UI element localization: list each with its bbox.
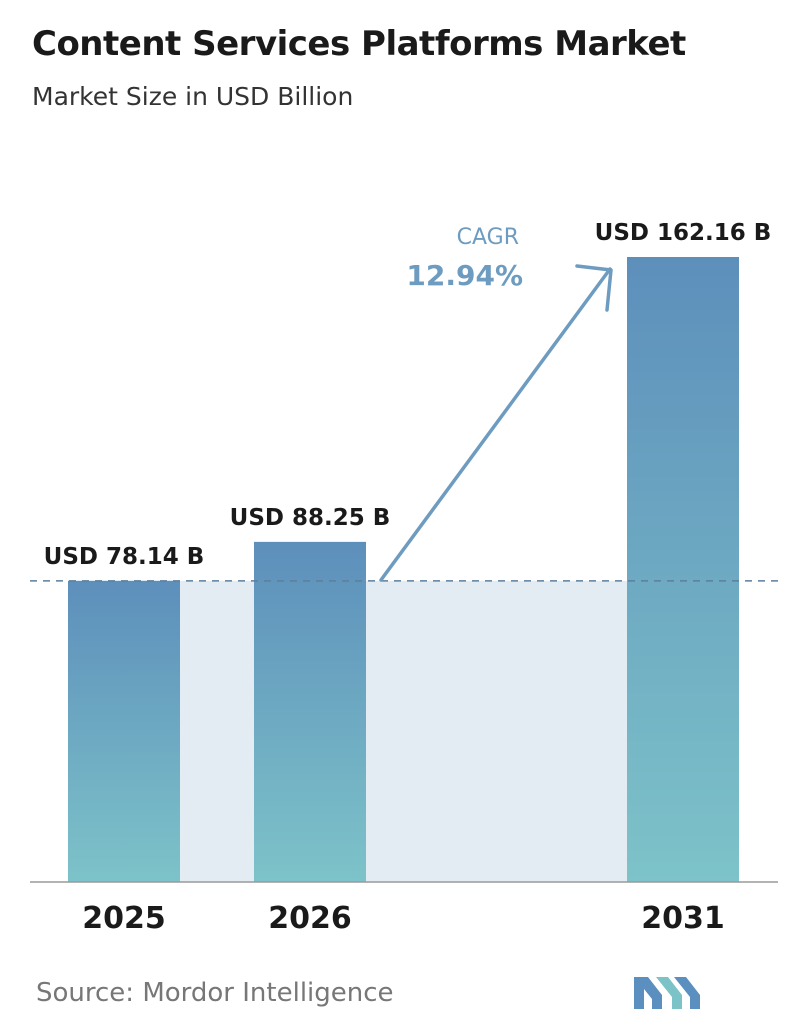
bar-2031 xyxy=(627,257,739,882)
value-label-2031: USD 162.16 B xyxy=(595,220,772,246)
bar-chart: USD 78.14 B 2025 USD 88.25 B 2026 USD 162.16… xyxy=(30,220,778,936)
cagr-label: CAGR xyxy=(457,225,519,250)
mordor-intelligence-logo-icon xyxy=(634,977,700,1009)
value-label-2026: USD 88.25 B xyxy=(230,505,391,531)
chart-subtitle: Market Size in USD Billion xyxy=(32,82,354,111)
cagr-value: 12.94% xyxy=(406,259,523,292)
x-tick-label-2026: 2026 xyxy=(268,901,352,936)
bar-2026 xyxy=(254,541,366,882)
value-label-2025: USD 78.14 B xyxy=(44,544,205,570)
cagr-arrow-head xyxy=(575,264,613,312)
source-text: Source: Mordor Intelligence xyxy=(36,978,394,1008)
cagr-arrow xyxy=(379,267,612,582)
x-tick-label-2025: 2025 xyxy=(82,901,166,936)
x-tick-label-2031: 2031 xyxy=(641,901,725,936)
chart-title: Content Services Platforms Market xyxy=(32,24,686,64)
bar-2025 xyxy=(68,580,180,882)
